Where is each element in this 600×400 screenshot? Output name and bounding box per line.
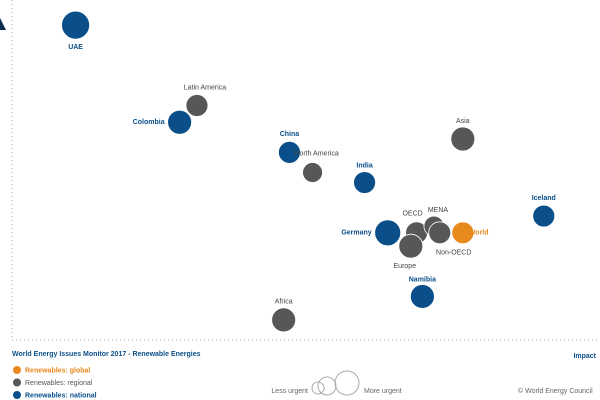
point-label: North America <box>294 150 338 157</box>
bubble <box>185 94 209 117</box>
legend-label: Renewables: national <box>25 392 97 399</box>
size-legend-circle <box>334 370 360 396</box>
bubble <box>278 140 301 164</box>
bubble <box>353 171 376 194</box>
point-label: Asia <box>456 118 470 125</box>
bubble <box>61 10 90 40</box>
point-label: India <box>356 162 372 169</box>
legend-swatch <box>13 378 21 387</box>
point-label: Europe <box>394 263 417 270</box>
bubble <box>428 221 452 245</box>
point-label: Germany <box>341 230 371 237</box>
point-label: World <box>469 230 489 237</box>
point-label: Africa <box>275 299 293 306</box>
size-legend-circle <box>317 376 337 396</box>
bubble <box>374 219 402 247</box>
point-label: Iceland <box>532 195 556 202</box>
bubble <box>451 221 475 245</box>
point-label: UAE <box>68 44 83 51</box>
point-label: Latin America <box>184 84 227 91</box>
point-label: Colombia <box>133 119 165 126</box>
point-label: China <box>280 131 300 138</box>
bubble <box>302 162 323 183</box>
legend-label: Renewables: global <box>25 367 90 374</box>
size-legend-high: More urgent <box>364 388 402 395</box>
source: © World Energy Council <box>518 387 593 395</box>
bubble <box>450 126 476 152</box>
chart-title: World Energy Issues Monitor 2017 - Renew… <box>12 351 201 358</box>
bubble <box>167 109 193 135</box>
point-label: OECD <box>402 211 422 218</box>
x-axis-label: Impact <box>573 353 596 360</box>
legend-swatch <box>13 366 21 374</box>
legend-swatch <box>13 391 21 399</box>
point-label: Non-OECD <box>436 250 471 257</box>
point-label: Namibia <box>409 276 436 283</box>
axis-arrow <box>0 18 6 30</box>
bubble <box>398 233 424 259</box>
point-label: MENA <box>428 207 449 214</box>
size-legend-circle <box>311 381 325 395</box>
legend-label: Renewables: regional <box>25 380 93 387</box>
bubble <box>409 284 435 309</box>
bubble <box>532 204 556 228</box>
size-legend-low: Less urgent <box>271 388 308 395</box>
bubble <box>271 307 297 333</box>
